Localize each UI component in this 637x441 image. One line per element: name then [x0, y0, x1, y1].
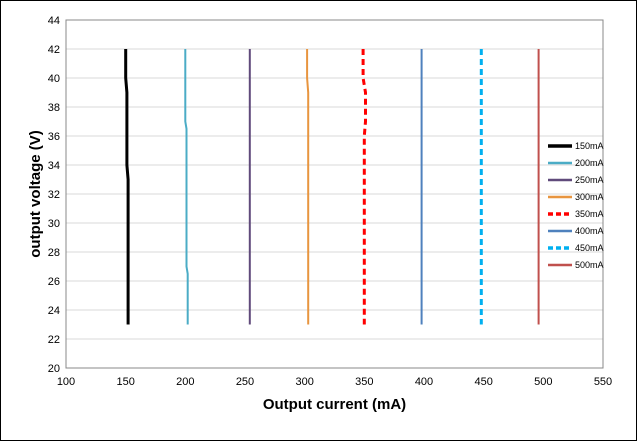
series-line-150mA [124, 49, 130, 325]
y-tick-labels: 20 22 24 26 28 30 32 34 36 38 40 42 44 [48, 15, 60, 375]
x-tick-labels: 100 150 200 250 300 350 400 450 500 550 [57, 376, 612, 388]
x-tick-label: 550 [594, 376, 612, 388]
y-axis-title: output voltage (V) [27, 130, 44, 258]
legend-label: 300mA [575, 192, 604, 202]
series-lines [124, 49, 540, 325]
series-line-350mA [361, 49, 367, 325]
y-tick-label: 36 [48, 131, 60, 143]
y-tick-label: 38 [48, 102, 60, 114]
x-tick-label: 450 [474, 376, 492, 388]
x-tick-label: 100 [57, 376, 75, 388]
y-tick-label: 26 [48, 276, 60, 288]
legend-label: 200mA [575, 158, 604, 168]
legend-label: 450mA [575, 243, 604, 253]
x-tick-label: 250 [236, 376, 254, 388]
x-tick-label: 350 [355, 376, 373, 388]
legend-label: 350mA [575, 209, 604, 219]
y-tick-label: 32 [48, 189, 60, 201]
legend-label: 400mA [575, 226, 604, 236]
series-line-200mA [184, 49, 189, 325]
x-tick-label: 300 [295, 376, 313, 388]
legend-label: 150mA [575, 141, 604, 151]
y-tick-label: 40 [48, 73, 60, 85]
y-tick-label: 20 [48, 363, 60, 375]
gridlines [66, 19, 603, 369]
legend-label: 500mA [575, 260, 604, 270]
y-tick-label: 24 [48, 305, 60, 317]
legend-label: 250mA [575, 175, 604, 185]
x-tick-label: 400 [415, 376, 433, 388]
y-tick-label: 44 [48, 15, 60, 27]
y-tick-label: 30 [48, 218, 60, 230]
x-axis-title: Output current (mA) [263, 396, 406, 413]
x-tick-label: 500 [534, 376, 552, 388]
y-tick-label: 34 [48, 160, 60, 172]
series-line-300mA [306, 49, 310, 325]
x-tick-label: 200 [176, 376, 194, 388]
y-tick-label: 42 [48, 44, 60, 56]
y-tick-label: 28 [48, 247, 60, 259]
legend: 150mA 200mA 250mA 300mA 350mA 400mA 450mA 500mA [548, 141, 604, 270]
x-tick-label: 150 [116, 376, 134, 388]
plot-area [65, 19, 604, 369]
y-tick-label: 22 [48, 334, 60, 346]
